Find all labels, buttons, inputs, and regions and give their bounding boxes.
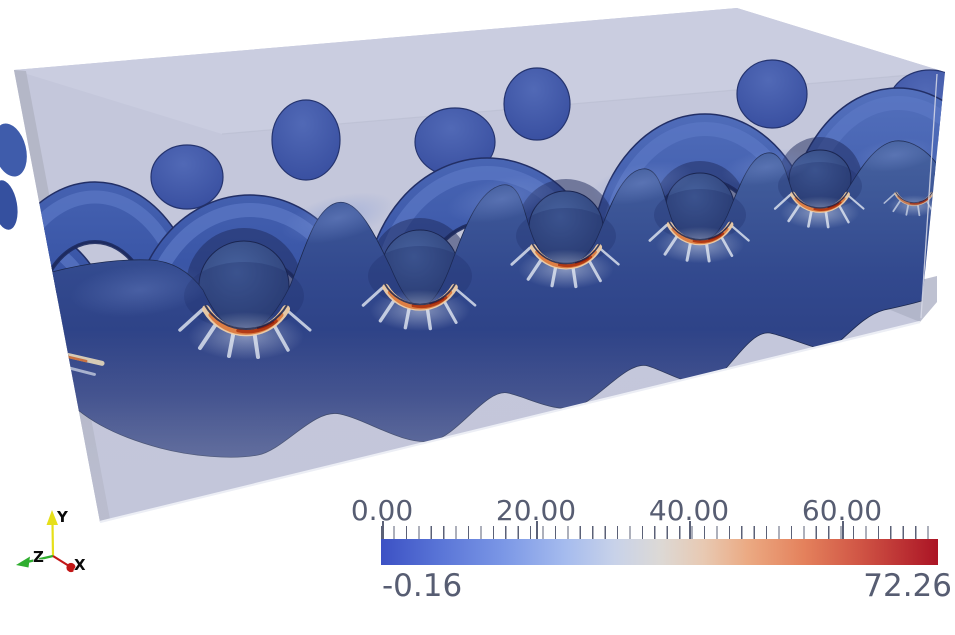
scalar-bar-major-tick — [536, 521, 538, 554]
tow-bump — [150, 144, 224, 210]
tow-protrusions-left — [0, 123, 27, 230]
scalar-bar-max-label: 72.26 — [863, 568, 952, 604]
x-axis-line — [52, 555, 70, 567]
tow-bump — [271, 99, 341, 181]
scalar-bar-tick-label: 40.00 — [648, 494, 730, 527]
y-axis-line — [51, 522, 55, 557]
orientation-axes-widget: Y Z X — [16, 507, 87, 575]
scalar-bar-tick-label: 0.00 — [350, 494, 414, 527]
y-axis-label: Y — [56, 508, 69, 526]
warp-tow-shading — [70, 138, 937, 330]
color-gradient-bar — [381, 539, 938, 565]
scalar-bar-minor-ticks — [381, 526, 940, 539]
z-axis-label: Z — [33, 548, 44, 566]
box-top-face — [14, 8, 945, 134]
scalar-bar-tick-label: 60.00 — [801, 494, 883, 527]
box-right-edge — [920, 73, 938, 319]
scalar-bar-min-label: -0.16 — [382, 568, 463, 604]
box-front-top-edge — [221, 71, 946, 135]
scalar-bar-major-tick — [842, 521, 844, 554]
tow-bump — [736, 59, 808, 129]
z-axis-line — [26, 554, 54, 564]
y-axis-arrow-icon — [46, 510, 58, 525]
scalar-bar-major-tick — [689, 521, 691, 554]
x-axis-label: X — [74, 556, 86, 574]
box-front-edges — [99, 73, 938, 524]
box-bottom-edge — [99, 320, 921, 524]
scalar-bar-tick-label: 20.00 — [495, 494, 577, 527]
z-axis-arrow-icon — [16, 556, 30, 568]
tow-bump — [503, 67, 571, 141]
x-axis-arrow-icon — [66, 562, 76, 573]
scalar-bar-major-tick — [382, 521, 384, 554]
